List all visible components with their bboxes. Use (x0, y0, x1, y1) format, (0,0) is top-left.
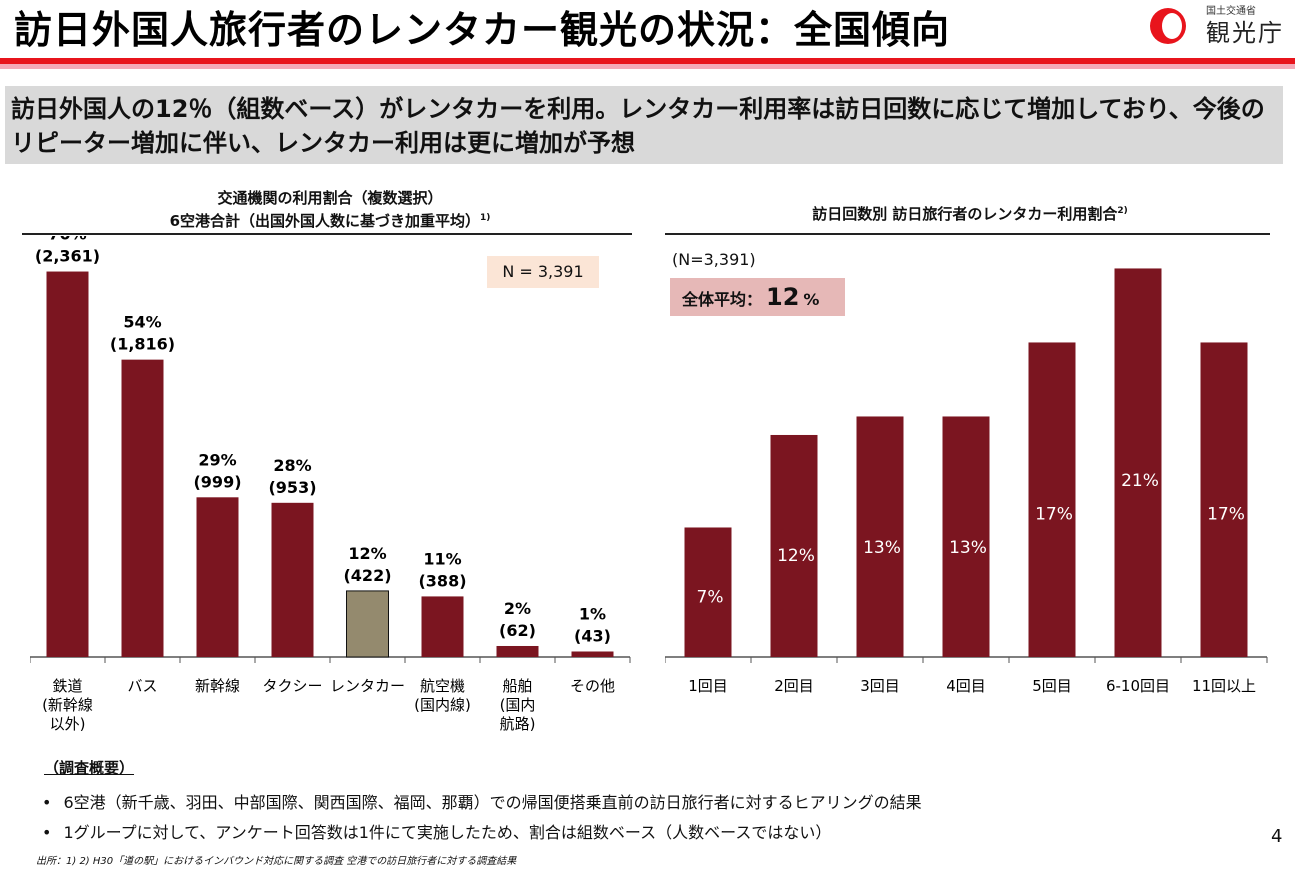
category-label: 11回以上 (1192, 677, 1256, 695)
bar-count-label: (999) (193, 472, 241, 491)
bar-value-label: 17% (1035, 504, 1073, 524)
survey-bullet-text: 1グループに対して、アンケート回答数は1件にて実施したため、割合は組数ベース（人… (63, 823, 832, 842)
bar (271, 502, 314, 657)
bar (1200, 342, 1248, 657)
bar-percent-label: 12% (348, 544, 386, 563)
summary-box: 訪日外国人の12％（組数ベース）がレンタカーを利用。レンタカー利用率は訪日回数に… (5, 86, 1283, 164)
category-label: 1回目 (688, 677, 728, 695)
survey-bullet-text: 6空港（新千歳、羽田、中部国際、関西国際、福岡、那覇）での帰国便搭乗直前の訪日旅… (63, 793, 922, 812)
survey-bullet: • 6空港（新千歳、羽田、中部国際、関西国際、福岡、那覇）での帰国便搭乗直前の訪日… (42, 789, 922, 813)
category-label: バス (127, 677, 157, 695)
right-chart-n-label: (N=3,391) (672, 250, 756, 269)
bar (121, 359, 164, 657)
overall-average-box: 全体平均： 12% (670, 278, 845, 316)
source-note: 出所：1) 2) H30「道の駅」におけるインバウンド対応に関する調査 空港での… (36, 856, 517, 867)
bar (770, 434, 818, 657)
logo-ministry-text: 国土交通省 (1206, 6, 1256, 17)
bar-value-label: 13% (863, 538, 901, 558)
overall-average-value: 12 (766, 283, 800, 311)
right-chart-footnote-ref: 2) (1117, 206, 1128, 216)
bar (421, 596, 464, 657)
overall-average-label: 全体平均： (682, 290, 763, 309)
left-chart-title-rule (22, 233, 632, 235)
bar-percent-label: 1% (579, 604, 606, 623)
survey-bullet: • 1グループに対して、アンケート回答数は1件にて実施したため、割合は組数ベース（… (42, 819, 831, 843)
bar-count-label: (953) (268, 478, 316, 497)
bullet-dot: • (42, 823, 52, 842)
bar (46, 271, 89, 657)
bar (1028, 342, 1076, 657)
page-number: 4 (1271, 826, 1283, 847)
category-label: レンタカー (330, 677, 405, 695)
bar (346, 590, 389, 658)
category-label: 2回目 (774, 677, 814, 695)
bar-count-label: (2,361) (35, 247, 100, 266)
logo-agency-text: 観光庁 (1206, 19, 1284, 47)
bar-count-label: (62) (499, 621, 536, 640)
bar (1114, 268, 1162, 657)
bar-count-label: (422) (343, 566, 391, 585)
category-label: (国内線) (414, 696, 471, 714)
category-label: (国内 (500, 696, 536, 714)
category-label: 6-10回目 (1106, 677, 1170, 695)
category-label: 航空機 (420, 677, 465, 695)
bar-value-label: 13% (949, 538, 987, 558)
category-label: 5回目 (1032, 677, 1072, 695)
bar-value-label: 21% (1121, 471, 1159, 491)
agency-logo-icon (1150, 8, 1186, 44)
category-label: タクシー (262, 677, 322, 695)
bar (942, 416, 990, 657)
bar-count-label: (43) (574, 626, 611, 645)
category-label: 3回目 (860, 677, 900, 695)
bar-value-label: 7% (697, 588, 724, 608)
category-label: 新幹線 (195, 677, 240, 695)
bar (196, 497, 239, 657)
left-chart-footnote-ref: 1) (480, 213, 491, 223)
rental-car-by-visit-chart: 7% 1回目 12% 2回目 13% 3回目 13% 4回目 17% 5回目 21% 6-10回目 17… (665, 268, 1268, 695)
left-chart-title-line1: 交通機関の利用割合（複数選択） (217, 189, 443, 207)
bar-percent-label: 54% (123, 313, 161, 332)
bar-percent-label: 28% (273, 456, 311, 475)
bar-count-label: (388) (418, 571, 466, 590)
bullet-dot: • (42, 793, 52, 812)
left-chart-title-line2-text: 6空港合計（出国外国人数に基づき加重平均） (169, 212, 481, 230)
bar (856, 416, 904, 657)
category-label: 以外) (50, 715, 86, 733)
right-chart-title: 訪日回数別 訪日旅行者のレンタカー利用割合2) (740, 201, 1200, 224)
category-label: 鉄道 (52, 677, 82, 695)
category-label: 船舶 (502, 677, 532, 695)
bar-percent-label: 11% (423, 549, 461, 568)
summary-text: 訪日外国人の12％（組数ベース）がレンタカーを利用。レンタカー利用率は訪日回数に… (11, 95, 1265, 157)
right-chart-title-rule (665, 233, 1270, 235)
bar (496, 645, 539, 657)
category-label: 4回目 (946, 677, 986, 695)
overall-average-unit: % (803, 290, 820, 309)
title-underline-red (0, 58, 1295, 64)
left-chart-n-label: N = 3,391 (487, 256, 599, 288)
left-chart-title-line2: 6空港合計（出国外国人数に基づき加重平均）1) (130, 208, 530, 231)
title-underline-pink (0, 64, 1295, 69)
bar-count-label: (1,816) (110, 335, 175, 354)
bar-percent-label: 2% (504, 599, 531, 618)
bar (684, 527, 732, 657)
survey-heading: （調査概要） (44, 759, 135, 777)
category-label: (新幹線 (42, 696, 93, 714)
agency-logo: 国土交通省 観光庁 (1148, 2, 1293, 47)
category-label: その他 (570, 677, 615, 695)
category-label: 航路) (500, 715, 536, 733)
page-title: 訪日外国人旅行者のレンタカー観光の状況：全国傾向 (14, 8, 951, 52)
bar-value-label: 12% (777, 546, 815, 566)
right-chart-title-text: 訪日回数別 訪日旅行者のレンタカー利用割合 (812, 205, 1118, 223)
bar (571, 651, 614, 657)
bar-value-label: 17% (1207, 504, 1245, 524)
bar-percent-label: 29% (198, 450, 236, 469)
bar-percent-label: 70% (48, 236, 86, 244)
